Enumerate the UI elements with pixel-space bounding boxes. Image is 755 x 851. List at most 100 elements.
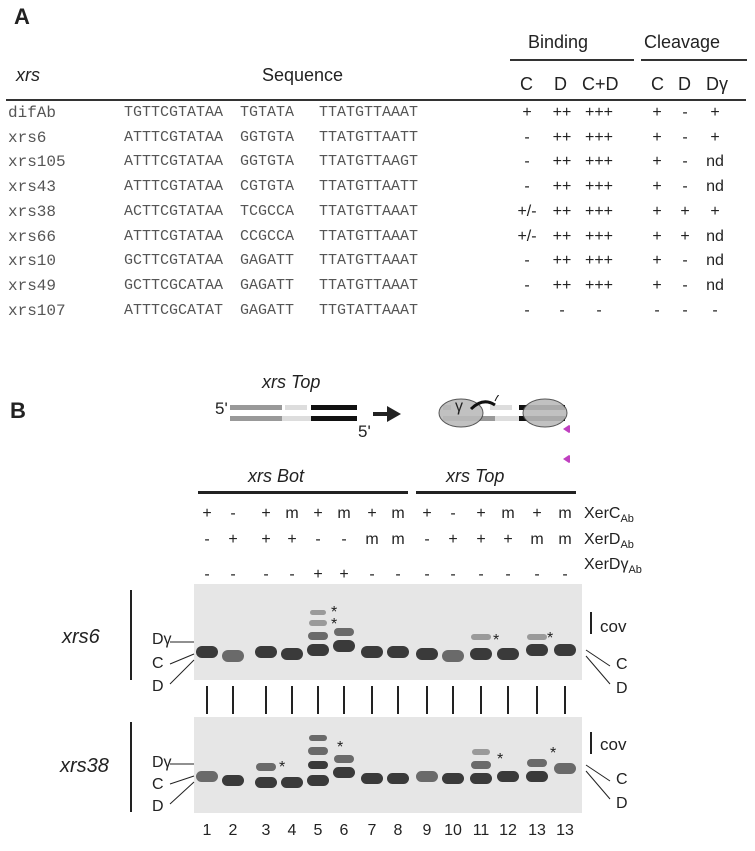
cleavage-score: + [652, 227, 662, 245]
sequence-right-arm: TTATGTTAAAT [319, 104, 419, 121]
lane-tick [343, 686, 345, 714]
cleavage-score: nd [706, 252, 724, 270]
cleavage-score: nd [706, 178, 724, 196]
sequence-left-arm: ATTTCGTATAA [124, 178, 224, 196]
binding-score: - [524, 153, 530, 171]
gel2-cov: cov [600, 735, 627, 754]
five-prime-left: 5' [215, 399, 228, 418]
gel2-bracket [130, 722, 132, 812]
gel-band-dg [334, 755, 354, 763]
binding-score: ++ [552, 153, 572, 171]
binding-score: ++ [552, 252, 572, 270]
condition-cell: m [391, 505, 405, 522]
condition-cell: m [501, 505, 515, 522]
row-label-xerd: XerDAb [584, 531, 634, 552]
gel-band-dg [334, 628, 354, 636]
condition-cell: - [505, 566, 511, 583]
gel-band [526, 771, 548, 782]
gel1-band-c: C [152, 655, 164, 672]
lane-tick [397, 686, 399, 714]
gel1-right-d: D [616, 680, 628, 697]
gel-band-c [308, 761, 328, 769]
row-label-xerdg: XerDγAb [584, 556, 642, 577]
binding-score: +/- [517, 202, 537, 220]
condition-cell: - [534, 566, 540, 583]
gel1-label: xrs6 [62, 626, 100, 648]
condition-cell: + [261, 505, 271, 522]
sequence-right-arm: TTATGTTAAAT [319, 227, 419, 245]
cleavage-score: nd [706, 227, 724, 245]
lane-number: 13 [528, 822, 546, 839]
condition-cell: m [391, 531, 405, 548]
gel-band-covalent [472, 749, 490, 755]
cleavage-score: + [652, 128, 662, 146]
gel1-cov-bar [590, 612, 592, 634]
schematic-diagram [230, 395, 570, 463]
sequence-right-arm: TTGTATTAAAT [319, 301, 419, 319]
binding-score: ++ [552, 128, 572, 146]
sequence-central-region: GAGATT [240, 301, 295, 319]
gel-band [497, 771, 519, 782]
lane-tick [291, 686, 293, 714]
xrs-column-header: xrs [16, 65, 40, 85]
gel-band [281, 648, 303, 660]
lane-tick [452, 686, 454, 714]
condition-cell: - [395, 566, 401, 583]
gel-band-upper [527, 634, 547, 640]
condition-cell: - [369, 566, 375, 583]
cleavage-score: - [682, 153, 688, 171]
sequence-central-region: GGTGTA [240, 153, 295, 171]
condition-cell: m [558, 505, 572, 522]
gel-band [442, 650, 464, 662]
condition-cell: - [289, 566, 295, 583]
gel-band-upper [471, 634, 491, 640]
condition-cell: - [204, 531, 210, 548]
gel-band [497, 648, 519, 660]
condition-cell: + [532, 505, 542, 522]
binding-col-c: C [520, 74, 533, 94]
gel-band-upper [527, 759, 547, 767]
lane-tick [371, 686, 373, 714]
binding-score: +++ [584, 276, 614, 294]
five-prime-right: 5' [358, 422, 371, 441]
gel-band [333, 640, 355, 652]
binding-score: - [524, 276, 530, 294]
binding-score: - [524, 128, 530, 146]
binding-score: +++ [584, 178, 614, 196]
gel-band [470, 773, 492, 784]
gel-band [196, 646, 218, 658]
sequence-central-region: GAGATT [240, 276, 295, 294]
binding-score: - [524, 301, 530, 319]
row-name: difAb [8, 104, 57, 122]
gel1-asterisk: * [331, 604, 338, 621]
condition-cell: - [450, 566, 456, 583]
condition-cell: - [341, 531, 347, 548]
lane-tick [507, 686, 509, 714]
cleavage-score: - [682, 276, 688, 294]
binding-score: +++ [584, 153, 614, 171]
gel-band [255, 646, 277, 658]
gel-band-dg [308, 632, 328, 640]
lane-number: 8 [393, 822, 403, 839]
sequence-central-region: CGTGTA [240, 178, 295, 196]
cleavage-score: + [652, 178, 662, 196]
cleavage-underline [641, 59, 747, 61]
row-name: xrs10 [8, 252, 57, 271]
gel1-asterisk: * [331, 616, 338, 633]
gel2-label: xrs38 [60, 755, 109, 777]
gel-xrs38: * * * * [194, 717, 582, 813]
lane-number: 7 [367, 822, 377, 839]
lane-number: 13 [556, 822, 574, 839]
sequence-left-arm: GCTTCGCATAA [124, 276, 224, 294]
condition-cell: + [313, 566, 323, 583]
sequence-central-region: TGTATA [240, 104, 295, 121]
gel-band [222, 775, 244, 786]
group-xrs-bot: xrs Bot [248, 466, 305, 486]
cleavage-score: - [682, 301, 688, 319]
sequence-right-arm: TTATGTTAAAT [319, 252, 419, 270]
cleavage-score: - [682, 178, 688, 196]
gel2-band-dg: Dγ [152, 754, 172, 771]
binding-score: ++ [552, 202, 572, 220]
binding-score: ++ [552, 276, 572, 294]
condition-cell: - [478, 566, 484, 583]
